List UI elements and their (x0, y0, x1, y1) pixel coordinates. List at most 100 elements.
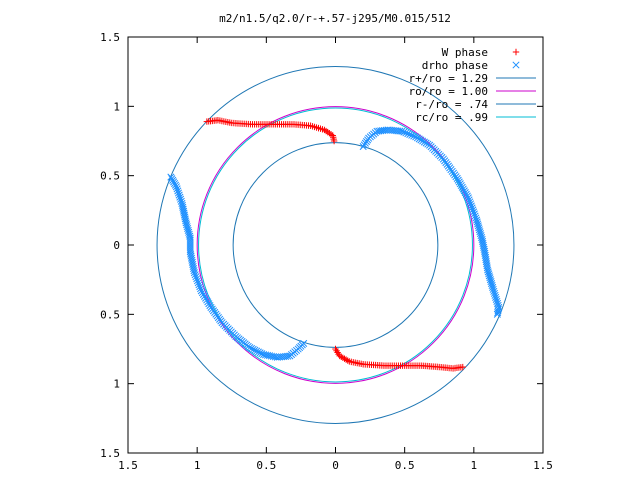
drho-phase-point (489, 285, 497, 293)
drho-phase-point (492, 295, 500, 303)
legend-label: r+/ro = 1.29 (409, 72, 488, 85)
drho-phase-point (186, 248, 194, 256)
drho-phase-point (284, 352, 292, 360)
drho-phase-point (471, 212, 479, 220)
drho-phase-point (192, 273, 200, 281)
series-layer (167, 117, 503, 372)
drho-phase-point (174, 187, 182, 195)
drho-phase-point (205, 300, 213, 308)
drho-phase-point (187, 252, 195, 260)
drho-phase-point (199, 290, 208, 299)
w-phase-point (341, 355, 348, 362)
drho-phase-point (198, 289, 206, 297)
drho-phase-point (249, 345, 257, 353)
drho-phase-point (459, 185, 467, 193)
drho-phase-point (465, 196, 473, 204)
w-phase-point (336, 352, 343, 360)
drho-phase-point (251, 346, 259, 354)
drho-phase-point (455, 178, 463, 186)
drho-phase-point (193, 275, 201, 283)
drho-phase-point (468, 204, 476, 212)
drho-phase-point (300, 339, 308, 348)
drho-phase-point (472, 214, 480, 222)
w-phase-point (342, 356, 350, 363)
drho-phase-point (486, 276, 494, 284)
drho-phase-point (490, 287, 498, 295)
series-w-phase (203, 117, 466, 372)
drho-phase-point (475, 224, 483, 232)
x-tick-label: 1.5 (118, 459, 138, 472)
drho-phase-point (458, 183, 466, 191)
drho-phase-point (460, 187, 468, 195)
drho-phase-point (398, 127, 406, 135)
circles (156, 66, 515, 424)
drho-phase-point (493, 297, 501, 305)
drho-phase-point (174, 189, 183, 197)
drho-phase-point (476, 230, 485, 238)
x-tick-label: 1.5 (533, 459, 553, 472)
drho-phase-point (189, 260, 197, 268)
drho-phase-point (470, 208, 478, 216)
drho-phase-point (254, 348, 262, 356)
drho-phase-point (490, 289, 498, 297)
drho-phase-point (190, 267, 198, 275)
y-tick-label: 1 (113, 378, 120, 391)
y-tick-label: 0 (113, 239, 120, 252)
drho-phase-point (486, 274, 494, 282)
drho-phase-point (473, 216, 481, 224)
w-phase-point (459, 363, 466, 371)
y-tick-label: 1.5 (100, 447, 120, 460)
drho-phase-point (203, 296, 211, 304)
drho-phase-point (256, 349, 264, 357)
drho-phase-point (512, 61, 520, 69)
drho-phase-point (191, 271, 199, 279)
drho-phase-point (188, 256, 196, 264)
circle-rc-ro-99 (198, 107, 473, 383)
drho-phase-point (473, 218, 481, 226)
drho-phase-point (197, 287, 205, 295)
drho-phase-point (172, 183, 180, 191)
drho-phase-point (195, 281, 203, 289)
drho-phase-point (402, 129, 410, 137)
drho-phase-point (456, 180, 464, 188)
drho-phase-point (485, 272, 493, 280)
drho-phase-point (190, 265, 198, 273)
w-phase-point (338, 353, 345, 361)
drho-phase-point (196, 283, 204, 291)
drho-phase-point (491, 291, 499, 299)
drho-phase-point (476, 228, 484, 236)
y-tick-label: 1.5 (100, 31, 120, 44)
w-phase-point (330, 137, 338, 145)
drho-phase-point (484, 266, 492, 274)
w-phase-point (512, 48, 520, 56)
y-tick-label: 0.5 (100, 308, 120, 321)
drho-phase-point (474, 220, 482, 228)
drho-phase-point (461, 189, 469, 197)
drho-phase-point (475, 226, 483, 234)
drho-phase-point (206, 301, 214, 310)
x-tick-label: 1 (194, 459, 201, 472)
legend-label: ro/ro = 1.00 (409, 85, 488, 98)
drho-phase-point (467, 200, 475, 208)
drho-phase-point (464, 194, 472, 202)
drho-phase-point (194, 279, 202, 287)
circle-r-ro-1-29 (156, 66, 515, 424)
drho-phase-point (177, 197, 185, 205)
drho-phase-point (493, 299, 502, 307)
drho-phase-point (494, 309, 502, 317)
legend-label: r-/ro = .74 (415, 98, 488, 111)
drho-phase-point (175, 191, 183, 199)
drho-phase-point (477, 232, 485, 240)
drho-phase-point (176, 193, 184, 201)
drho-phase-point (474, 222, 482, 230)
drho-phase-point (463, 192, 471, 200)
drho-phase-point (487, 279, 496, 288)
y-tick-label: 1 (113, 100, 120, 113)
drho-phase-point (189, 262, 197, 271)
drho-phase-point (173, 185, 181, 193)
drho-phase-point (404, 130, 412, 138)
w-phase-point (344, 357, 351, 364)
drho-phase-point (467, 202, 475, 210)
drho-phase-point (488, 281, 496, 290)
